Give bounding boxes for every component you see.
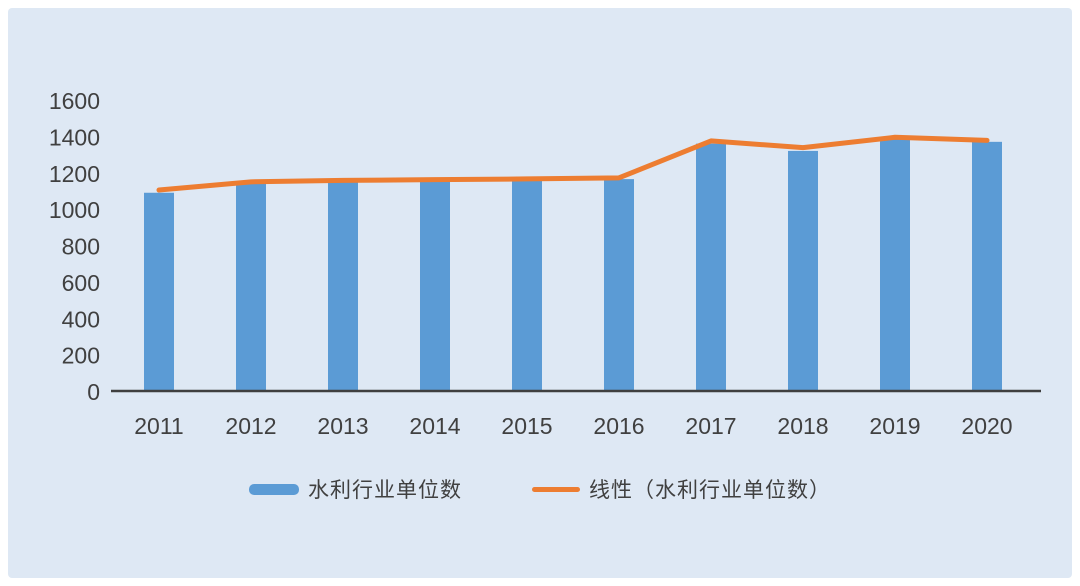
bar-series-swatch	[249, 483, 299, 495]
bar-2020	[972, 141, 1002, 391]
x-axis-tick-label: 2014	[409, 413, 460, 439]
bar-2012	[236, 183, 266, 391]
bar-2013	[328, 181, 358, 391]
legend-item-bar-series: 水利行业单位数	[249, 474, 462, 504]
bar-2014	[420, 180, 450, 391]
x-axis-tick-label: 2015	[501, 413, 552, 439]
x-axis-tick-label: 2019	[869, 413, 920, 439]
x-axis-tick-label: 2020	[961, 413, 1012, 439]
legend-item-line-series: 线性（水利行业单位数）	[532, 474, 831, 504]
bar-line-chart: 0 200 400 600 800 1000 1200 1400 1600 2011 2012 201…	[49, 88, 1041, 439]
y-axis-tick-label: 1000	[49, 197, 100, 223]
chart-legend: 水利行业单位数 线性（水利行业单位数）	[8, 474, 1072, 504]
chart-panel: 0 200 400 600 800 1000 1200 1400 1600 2011 2012 201…	[8, 8, 1072, 578]
x-axis-tick-label: 2016	[593, 413, 644, 439]
y-axis-tick-label: 0	[87, 379, 100, 405]
line-series-swatch	[532, 486, 580, 492]
y-axis-tick-label: 600	[62, 270, 100, 296]
bar-2018	[788, 150, 818, 391]
y-axis-tick-label: 800	[62, 234, 100, 260]
x-axis-tick-label: 2012	[225, 413, 276, 439]
x-axis-tick-label: 2017	[685, 413, 736, 439]
bar-2017	[696, 143, 726, 391]
y-axis-tick-label: 1600	[49, 88, 100, 114]
bar-series-label: 水利行业单位数	[308, 479, 462, 502]
y-axis-tick-label: 1400	[49, 124, 100, 150]
y-axis-tick-label: 200	[62, 343, 100, 369]
x-axis-tick-label: 2018	[777, 413, 828, 439]
line-series-label: 线性（水利行业单位数）	[589, 479, 831, 502]
bar-2019	[880, 139, 910, 391]
trend-line	[156, 134, 990, 193]
y-axis-tick-label: 400	[62, 306, 100, 332]
x-axis-tick-label: 2011	[134, 413, 183, 439]
y-axis-tick-label: 1200	[49, 161, 100, 187]
x-axis-tick-label: 2013	[317, 413, 368, 439]
bar-2016	[604, 179, 634, 391]
bar-2011	[144, 192, 174, 391]
bar-2015	[512, 180, 542, 391]
